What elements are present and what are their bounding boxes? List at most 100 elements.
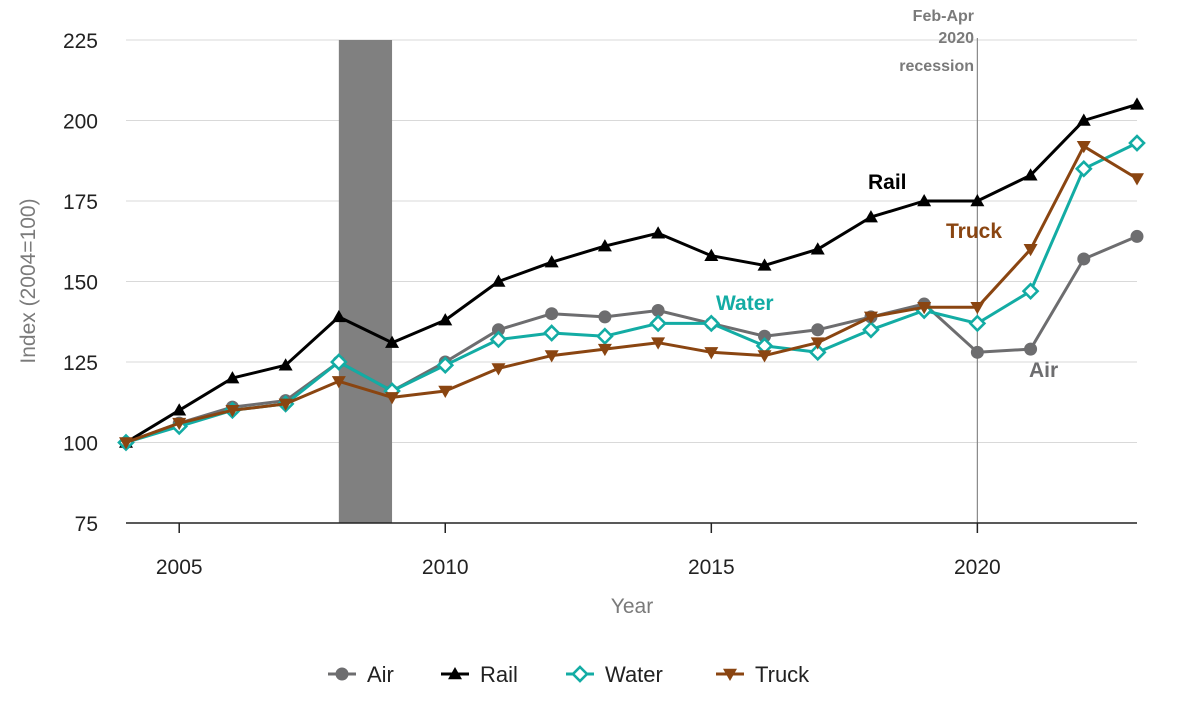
y-tick-label-125: 125 (63, 352, 98, 375)
point-truck-2017 (810, 337, 825, 350)
point-truck-2014 (651, 337, 666, 350)
point-water-2014 (649, 314, 667, 333)
point-water-2020 (968, 314, 987, 333)
point-air-2011 (491, 323, 505, 337)
point-truck-2010 (438, 385, 453, 398)
x-tick-label-2010: 2010 (422, 556, 469, 579)
point-rail-2016 (757, 258, 772, 271)
point-truck-2008 (331, 376, 346, 389)
point-truck-2020 (970, 302, 985, 315)
recession-annotation-line-2: 2020 (938, 30, 974, 47)
point-air-2012 (545, 307, 559, 321)
point-water-2012 (542, 324, 561, 342)
point-air-2023 (1130, 229, 1144, 243)
point-truck-2007 (278, 398, 293, 411)
y-tick-label-200: 200 (63, 111, 98, 134)
legend-item-rail: Rail (441, 662, 518, 687)
point-truck-2015 (704, 347, 719, 360)
point-truck-2013 (597, 343, 612, 357)
point-air-2020 (970, 345, 984, 359)
series-label-rail: Rail (868, 171, 907, 194)
point-truck-2009 (385, 392, 400, 405)
series-line-air (125, 235, 1138, 444)
legend-label-truck: Truck (755, 662, 810, 687)
point-rail-2009 (385, 335, 400, 348)
series-group (117, 97, 1146, 452)
point-rail-2010 (438, 313, 453, 326)
point-air-2013 (598, 310, 612, 324)
series-truck (119, 141, 1144, 450)
point-truck-2004 (119, 437, 133, 450)
series-water (117, 134, 1146, 452)
y-tick-label-150: 150 (63, 272, 98, 295)
point-truck-2016 (757, 350, 772, 363)
y-axis-title: Index (2004=100) (17, 198, 40, 363)
point-truck-2021 (1023, 244, 1038, 257)
legend: Air Rail Water Truck (328, 662, 810, 687)
point-water-2023 (1128, 134, 1146, 152)
gridlines (126, 39, 1137, 443)
x-tick-label-2020: 2020 (954, 556, 1001, 579)
series-labels: Rail Truck Water Air (716, 171, 1058, 382)
legend-item-truck: Truck (716, 662, 810, 687)
series-air (119, 229, 1144, 449)
y-tick-label-100: 100 (63, 433, 98, 456)
point-truck-2011 (491, 363, 506, 376)
point-water-2015 (702, 314, 721, 333)
x-axis-ticks: 2005 2010 2015 2020 (156, 523, 1001, 579)
x-axis-title: Year (611, 595, 653, 618)
point-rail-2020 (970, 194, 985, 207)
x-tick-label-2015: 2015 (688, 556, 735, 579)
series-label-air: Air (1029, 359, 1058, 382)
point-rail-2017 (810, 242, 825, 255)
legend-marker-water (571, 665, 589, 683)
point-truck-2005 (172, 417, 187, 431)
point-truck-2012 (544, 350, 559, 363)
point-rail-2011 (491, 274, 506, 287)
recession-annotation-line-3: recession (899, 58, 974, 75)
y-tick-label-175: 175 (63, 191, 98, 214)
recession-annotation: Feb-Apr 2020 recession (899, 8, 974, 75)
point-rail-2019 (917, 194, 932, 207)
point-rail-2005 (172, 403, 187, 416)
point-water-2017 (808, 343, 827, 362)
recession-annotation-line-1: Feb-Apr (913, 8, 974, 25)
point-rail-2014 (651, 226, 666, 239)
y-tick-label-75: 75 (75, 513, 98, 536)
series-label-water: Water (716, 292, 774, 315)
point-air-2014 (651, 303, 665, 317)
point-rail-2015 (704, 248, 719, 261)
point-water-2010 (436, 356, 455, 375)
point-rail-2021 (1023, 168, 1038, 181)
legend-marker-rail (448, 667, 462, 680)
legend-item-water: Water (566, 662, 663, 687)
legend-label-rail: Rail (480, 662, 518, 687)
series-label-truck: Truck (946, 220, 1002, 243)
point-water-2013 (596, 327, 614, 346)
y-axis-ticks: 75 100 125 150 175 200 225 (63, 30, 98, 536)
point-truck-2018 (863, 311, 878, 324)
point-rail-2006 (225, 371, 240, 384)
point-truck-2019 (917, 302, 932, 315)
recession-shading-2008-2009 (338, 40, 393, 523)
legend-label-water: Water (605, 662, 663, 687)
legend-item-air: Air (328, 662, 394, 687)
point-rail-2023 (1130, 97, 1144, 110)
point-truck-2023 (1130, 173, 1144, 186)
legend-marker-truck (723, 668, 737, 681)
point-air-2021 (1024, 342, 1038, 356)
series-line-truck (125, 144, 1138, 444)
point-water-2022 (1074, 159, 1093, 178)
series-line-water (125, 141, 1138, 444)
point-water-2021 (1021, 282, 1040, 300)
point-rail-2007 (278, 358, 293, 371)
x-tick-label-2005: 2005 (156, 556, 203, 579)
point-rail-2012 (544, 255, 559, 268)
point-rail-2013 (597, 239, 612, 252)
legend-label-air: Air (367, 662, 394, 687)
point-air-2016 (758, 329, 772, 343)
point-air-2022 (1077, 252, 1091, 266)
point-rail-2008 (331, 309, 346, 323)
point-truck-2022 (1076, 141, 1091, 154)
